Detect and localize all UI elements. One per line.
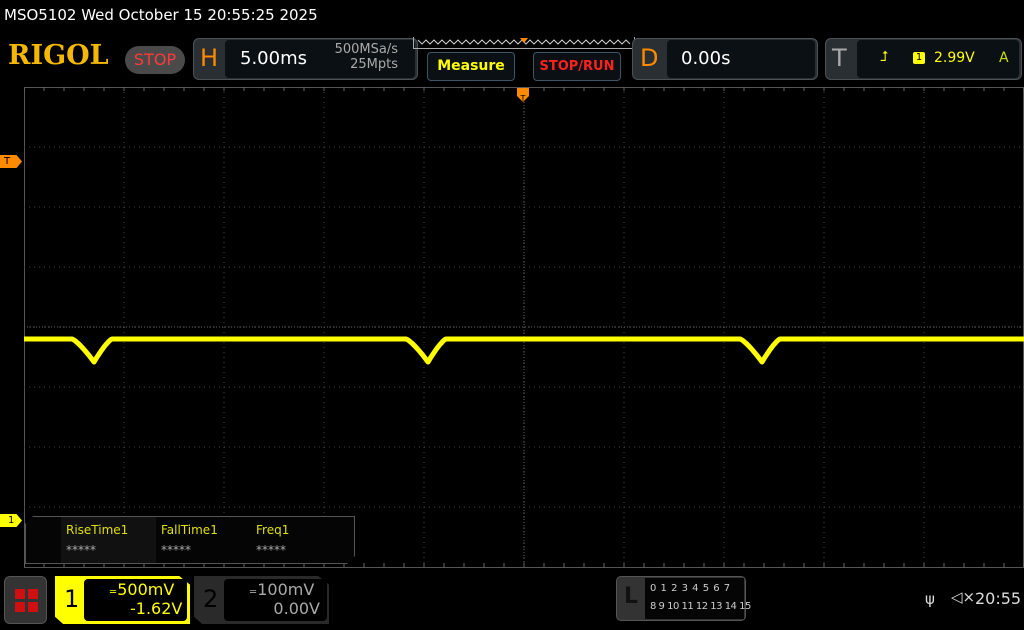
logic-channels <box>645 578 744 619</box>
grid-menu-icon <box>15 589 38 612</box>
horizontal-label: H <box>200 44 219 72</box>
clock: 20:55 <box>975 589 1022 608</box>
channel1-scale: ═ 500mV <box>110 580 174 599</box>
usb-icon: ψ <box>925 590 935 608</box>
channel1-number: 1 <box>64 585 80 613</box>
logic-channels-row1: 0 1 2 3 4 5 6 7 <box>650 583 731 594</box>
memory-position-strip <box>413 37 635 49</box>
waveform-grid[interactable] <box>24 87 1024 569</box>
trigger-position-icon[interactable]: T <box>517 88 529 108</box>
acquisition-info: 500MSa/s 25Mpts <box>320 42 398 72</box>
horizontal-inner <box>225 40 415 78</box>
measurement-value: ***** <box>66 543 96 557</box>
timebase-value: 5.00ms <box>240 48 307 69</box>
navigation-menu-button[interactable] <box>4 576 47 624</box>
logic-label: L <box>624 584 639 609</box>
trigger-label: T <box>832 44 847 72</box>
trigger-source-badge: 1 <box>913 52 925 64</box>
measurement-name: RiseTime1 <box>66 523 129 537</box>
channel1-waveform <box>24 336 1024 365</box>
trigger-level: 2.99V <box>934 50 975 66</box>
trigger-level-marker[interactable]: T <box>0 155 22 168</box>
memory-depth: 25Mpts <box>350 57 398 72</box>
trigger-mode: A <box>999 50 1009 66</box>
run-state-badge[interactable]: STOP <box>125 46 185 74</box>
channel2-scale: ═ 100mV <box>250 580 314 599</box>
channel1-offset-marker[interactable]: 1 <box>0 514 22 527</box>
stop-run-button[interactable]: STOP/RUN <box>533 52 621 81</box>
sample-rate: 500MSa/s <box>334 42 398 57</box>
measurement-value: ***** <box>256 543 286 557</box>
channel1-scale-value: 500mV <box>117 580 175 599</box>
measurement-panel: RiseTime1 ***** FallTime1 ***** Freq1 ***** <box>25 516 355 564</box>
channel2-scale-value: 100mV <box>257 580 315 599</box>
measurement-item[interactable]: Freq1 ***** <box>251 517 346 563</box>
channel2-number: 2 <box>203 585 219 613</box>
measure-button[interactable]: Measure <box>427 52 515 81</box>
measurement-item[interactable]: RiseTime1 ***** <box>61 517 156 563</box>
trigger-inner <box>857 40 1019 78</box>
trigger-position-marker <box>520 38 528 43</box>
dc-coupling-icon: ═ <box>110 587 118 598</box>
channel1-settings <box>84 579 187 621</box>
measurement-name: FallTime1 <box>161 523 218 537</box>
dc-coupling-icon: ═ <box>250 587 258 598</box>
measurement-value: ***** <box>161 543 191 557</box>
channel1-offset: -1.62V <box>130 599 183 618</box>
delay-inner <box>667 40 815 78</box>
rigol-logo: RIGOL <box>8 40 109 71</box>
svg-text:T: T <box>520 94 526 103</box>
channel2-offset: 0.00V <box>273 599 320 618</box>
logic-channels-row2: 8 9 10 11 12 13 14 15 <box>650 601 751 612</box>
delay-label: D <box>640 44 659 72</box>
measurement-name: Freq1 <box>256 523 290 537</box>
delay-value: 0.00s <box>681 48 731 69</box>
measurement-item[interactable]: FallTime1 ***** <box>156 517 251 563</box>
speaker-muted-icon[interactable]: ◁× <box>951 588 976 606</box>
title-bar: MSO5102 Wed October 15 20:55:25 2025 <box>4 6 318 24</box>
rising-edge-icon: ⮥ <box>880 49 889 65</box>
channel2-settings <box>224 579 327 621</box>
